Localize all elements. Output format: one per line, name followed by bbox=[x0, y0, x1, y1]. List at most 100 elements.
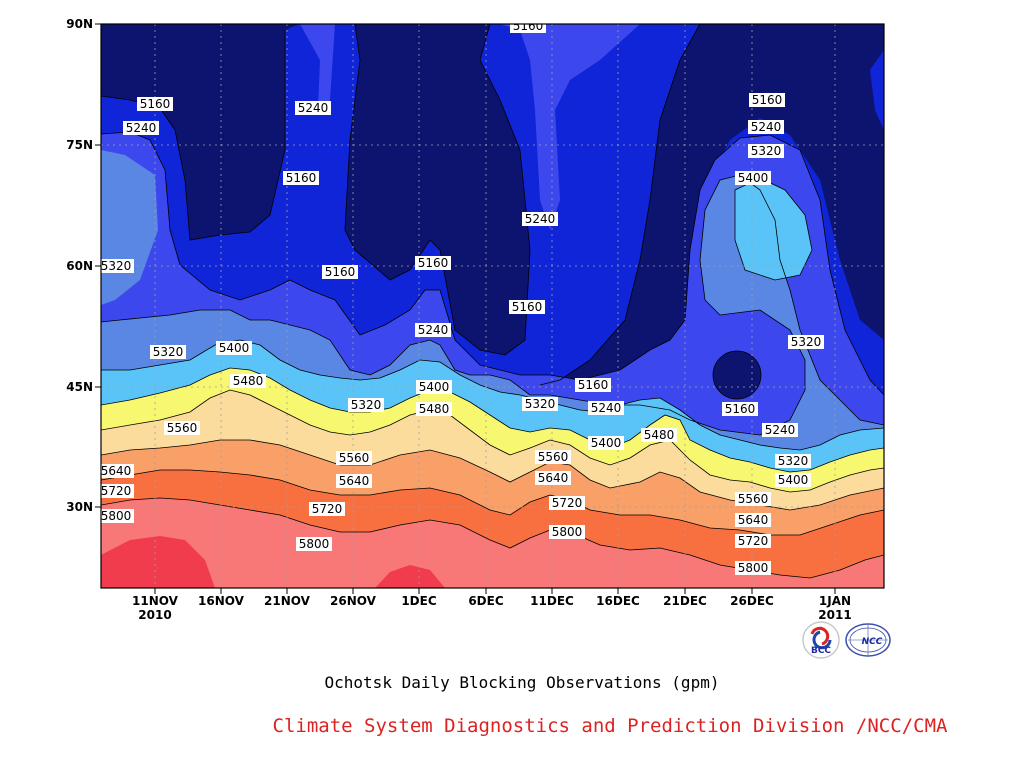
contour-label-bg bbox=[101, 509, 134, 523]
band-5240c bbox=[500, 24, 640, 230]
y-tick-label: 45N bbox=[66, 380, 93, 394]
contour-label-bg bbox=[216, 341, 252, 355]
contour-label-bg bbox=[775, 454, 811, 468]
contour-label-bg bbox=[735, 561, 771, 575]
contour-label-bg bbox=[101, 484, 134, 498]
contour-label-bg bbox=[509, 300, 545, 314]
y-tick-label: 75N bbox=[66, 138, 93, 152]
contour-label-bg bbox=[101, 259, 134, 273]
contour-label-bg bbox=[123, 121, 159, 135]
x-tick-label: 26DEC bbox=[730, 594, 774, 608]
ncc-logo: NCC bbox=[845, 623, 891, 657]
contour-label: 5240 bbox=[591, 401, 622, 415]
x-tick-label: 16NOV bbox=[198, 594, 245, 608]
contour-label-bg bbox=[164, 421, 200, 435]
contour-label-bg bbox=[762, 423, 798, 437]
contour-label: 5640 bbox=[101, 464, 132, 478]
y-tick-label: 90N bbox=[66, 17, 93, 31]
contour-label: 5480 bbox=[419, 402, 450, 416]
contour-label-bg bbox=[549, 496, 585, 510]
contour-label: 5720 bbox=[738, 534, 769, 548]
contour-label-bg bbox=[309, 502, 345, 516]
y-tick-label: 60N bbox=[66, 259, 93, 273]
contour-label: 5400 bbox=[419, 380, 450, 394]
contour-label: 5560 bbox=[339, 451, 370, 465]
contour-label: 5240 bbox=[126, 121, 157, 135]
x-tick-label: 26NOV bbox=[330, 594, 377, 608]
contour-label: 5320 bbox=[791, 335, 822, 349]
contour-label: 5400 bbox=[778, 473, 809, 487]
contour-label: 5640 bbox=[538, 471, 569, 485]
contour-label: 5400 bbox=[591, 436, 622, 450]
contour-fill: 5160 5240 5240 5160 5160 5240 5160 5320 5160 5160… bbox=[101, 19, 884, 588]
contour-label: 5160 bbox=[513, 19, 544, 33]
x-tick-label: 11DEC bbox=[530, 594, 574, 608]
contour-label: 5480 bbox=[233, 374, 264, 388]
contour-label: 5160 bbox=[418, 256, 449, 270]
contour-label: 5160 bbox=[512, 300, 543, 314]
contour-label-bg bbox=[748, 120, 784, 134]
contour-label-bg bbox=[775, 473, 811, 487]
contour-label: 5800 bbox=[738, 561, 769, 575]
contour-label: 5320 bbox=[351, 398, 382, 412]
contour-label-bg bbox=[788, 335, 824, 349]
contour-label-bg bbox=[735, 513, 771, 527]
band-5800 bbox=[101, 498, 884, 588]
contour-label-bg bbox=[549, 525, 585, 539]
contour-label-bg bbox=[230, 374, 266, 388]
contour-label: 5800 bbox=[299, 537, 330, 551]
y-axis: 30N 45N 60N 75N 90N bbox=[66, 17, 101, 514]
contour-label: 5320 bbox=[525, 397, 556, 411]
contour-label: 5640 bbox=[339, 474, 370, 488]
contour-label: 5320 bbox=[778, 454, 809, 468]
x-tick-label: 6DEC bbox=[468, 594, 504, 608]
contour-label-bg bbox=[510, 24, 546, 33]
contour-label-bg bbox=[575, 378, 611, 392]
band-5160b bbox=[870, 50, 884, 130]
contour-label-bg bbox=[283, 171, 319, 185]
contour-label: 5480 bbox=[644, 428, 675, 442]
contour-label: 5160 bbox=[325, 265, 356, 279]
contour-label: 5240 bbox=[298, 101, 329, 115]
contour-label: 5720 bbox=[552, 496, 583, 510]
contour-label-bg bbox=[641, 428, 677, 442]
contour-label-bg bbox=[137, 97, 173, 111]
contour-label-bg bbox=[722, 402, 758, 416]
contour-label-bg bbox=[150, 345, 186, 359]
x-tick-label: 11NOV bbox=[132, 594, 179, 608]
contour-label: 5800 bbox=[101, 509, 132, 523]
contour-label-bg bbox=[748, 144, 784, 158]
ncc-logo-text: NCC bbox=[862, 637, 883, 647]
contour-label-bg bbox=[535, 450, 571, 464]
bcc-logo: BCC bbox=[802, 621, 840, 659]
contour-label-bg bbox=[416, 380, 452, 394]
x-tick-label: 21NOV bbox=[264, 594, 311, 608]
contour-label-bg bbox=[348, 398, 384, 412]
contour-label: 5800 bbox=[552, 525, 583, 539]
credit-line: Climate System Diagnostics and Predictio… bbox=[273, 715, 948, 737]
x-tick-label: 16DEC bbox=[596, 594, 640, 608]
contour-labels: 5160 5240 5240 5160 5160 5240 5160 5320 5160 5160… bbox=[101, 19, 824, 575]
contour-label: 5240 bbox=[418, 323, 449, 337]
x-tick-label: 21DEC bbox=[663, 594, 707, 608]
contour-label: 5560 bbox=[538, 450, 569, 464]
contour-label-bg bbox=[336, 451, 372, 465]
contour-label-bg bbox=[735, 171, 771, 185]
band-5880b bbox=[375, 565, 445, 588]
contour-label-bg bbox=[322, 265, 358, 279]
contour-label-bg bbox=[735, 534, 771, 548]
contour-label-bg bbox=[336, 474, 372, 488]
contour-label: 5160 bbox=[725, 402, 756, 416]
contour-label: 5240 bbox=[765, 423, 796, 437]
contour-label-bg bbox=[296, 537, 332, 551]
contour-label-bg bbox=[535, 471, 571, 485]
contour-label-bg bbox=[588, 436, 624, 450]
contour-label-bg bbox=[522, 397, 558, 411]
x-tick-label: 1JAN bbox=[819, 594, 851, 608]
plot-frame bbox=[100, 23, 885, 589]
contour-label: 5400 bbox=[738, 171, 769, 185]
contour-label: 5240 bbox=[525, 212, 556, 226]
contour-label: 5160 bbox=[140, 97, 171, 111]
